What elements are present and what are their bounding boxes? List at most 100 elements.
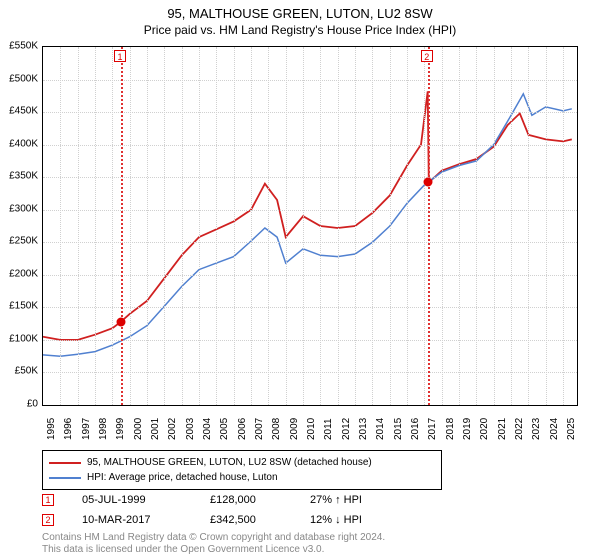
x-axis-tick-label: 2010	[306, 418, 317, 440]
y-axis-tick-label: £500K	[2, 73, 38, 84]
x-axis-tick-label: 1997	[81, 418, 92, 440]
event-line	[121, 47, 123, 405]
x-axis-tick-label: 2018	[445, 418, 456, 440]
gridline-vertical	[60, 47, 61, 405]
sale-row: 105-JUL-1999£128,00027% ↑ HPI	[42, 490, 410, 510]
gridline-vertical	[390, 47, 391, 405]
sale-price: £342,500	[210, 514, 310, 526]
x-axis-tick-label: 2020	[479, 418, 490, 440]
legend-box: 95, MALTHOUSE GREEN, LUTON, LU2 8SW (det…	[42, 450, 442, 490]
gridline-horizontal	[43, 242, 577, 243]
sale-marker-dot	[423, 178, 432, 187]
gridline-horizontal	[43, 210, 577, 211]
chart-plot-area	[42, 46, 578, 406]
legend-item: HPI: Average price, detached house, Luto…	[49, 470, 435, 485]
gridline-horizontal	[43, 340, 577, 341]
gridline-horizontal	[43, 307, 577, 308]
gridline-vertical	[147, 47, 148, 405]
gridline-horizontal	[43, 275, 577, 276]
gridline-vertical	[563, 47, 564, 405]
gridline-vertical	[442, 47, 443, 405]
event-marker-box: 2	[421, 50, 433, 62]
x-axis-tick-label: 2017	[427, 418, 438, 440]
x-axis-tick-label: 2002	[167, 418, 178, 440]
x-axis-tick-label: 2000	[133, 418, 144, 440]
gridline-vertical	[164, 47, 165, 405]
gridline-vertical	[234, 47, 235, 405]
chart-lines	[43, 47, 577, 405]
y-axis-tick-label: £300K	[2, 203, 38, 214]
gridline-vertical	[476, 47, 477, 405]
gridline-vertical	[528, 47, 529, 405]
x-axis-tick-label: 2022	[514, 418, 525, 440]
y-axis-tick-label: £350K	[2, 171, 38, 182]
x-axis-tick-label: 1996	[63, 418, 74, 440]
gridline-horizontal	[43, 177, 577, 178]
y-axis-tick-label: £400K	[2, 138, 38, 149]
x-axis-tick-label: 2004	[202, 418, 213, 440]
x-axis-tick-label: 1999	[115, 418, 126, 440]
x-axis-tick-label: 2014	[375, 418, 386, 440]
x-axis-tick-label: 1995	[46, 418, 57, 440]
x-axis-tick-label: 2025	[566, 418, 577, 440]
sale-marker-dot	[117, 317, 126, 326]
x-axis-tick-label: 2021	[497, 418, 508, 440]
legend-label: HPI: Average price, detached house, Luto…	[87, 470, 278, 485]
x-axis-tick-label: 2009	[289, 418, 300, 440]
gridline-vertical	[216, 47, 217, 405]
legend-swatch	[49, 462, 81, 464]
gridline-vertical	[95, 47, 96, 405]
gridline-vertical	[320, 47, 321, 405]
footnote: Contains HM Land Registry data © Crown c…	[42, 532, 385, 556]
y-axis-tick-label: £550K	[2, 41, 38, 52]
gridline-horizontal	[43, 145, 577, 146]
event-line	[428, 47, 430, 405]
x-axis-tick-label: 1998	[98, 418, 109, 440]
x-axis-tick-label: 2003	[185, 418, 196, 440]
y-axis-tick-label: £150K	[2, 301, 38, 312]
x-axis-tick-label: 2012	[341, 418, 352, 440]
footnote-line: Contains HM Land Registry data © Crown c…	[42, 532, 385, 544]
x-axis-tick-label: 2016	[410, 418, 421, 440]
gridline-vertical	[286, 47, 287, 405]
x-axis-tick-label: 2008	[271, 418, 282, 440]
gridline-vertical	[355, 47, 356, 405]
y-axis-tick-label: £200K	[2, 268, 38, 279]
gridline-vertical	[130, 47, 131, 405]
y-axis-tick-label: £50K	[2, 366, 38, 377]
legend-item: 95, MALTHOUSE GREEN, LUTON, LU2 8SW (det…	[49, 455, 435, 470]
x-axis-tick-label: 2024	[549, 418, 560, 440]
gridline-vertical	[338, 47, 339, 405]
gridline-vertical	[268, 47, 269, 405]
legend-swatch	[49, 477, 81, 479]
sale-row-marker: 2	[42, 514, 54, 526]
x-axis-tick-label: 2023	[531, 418, 542, 440]
gridline-vertical	[78, 47, 79, 405]
gridline-vertical	[303, 47, 304, 405]
y-axis-tick-label: £0	[2, 399, 38, 410]
x-axis-tick-label: 2001	[150, 418, 161, 440]
legend-label: 95, MALTHOUSE GREEN, LUTON, LU2 8SW (det…	[87, 455, 372, 470]
gridline-vertical	[511, 47, 512, 405]
x-axis-tick-label: 2007	[254, 418, 265, 440]
sale-delta: 12% ↓ HPI	[310, 514, 410, 526]
gridline-horizontal	[43, 112, 577, 113]
sale-date: 05-JUL-1999	[82, 494, 210, 506]
gridline-vertical	[424, 47, 425, 405]
x-axis-tick-label: 2019	[462, 418, 473, 440]
gridline-horizontal	[43, 80, 577, 81]
gridline-vertical	[407, 47, 408, 405]
x-axis-tick-label: 2006	[237, 418, 248, 440]
y-axis-tick-label: £450K	[2, 106, 38, 117]
y-axis-tick-label: £100K	[2, 333, 38, 344]
sales-table: 105-JUL-1999£128,00027% ↑ HPI210-MAR-201…	[42, 490, 410, 530]
chart-subtitle: Price paid vs. HM Land Registry's House …	[0, 21, 600, 37]
gridline-vertical	[199, 47, 200, 405]
gridline-vertical	[182, 47, 183, 405]
sale-row: 210-MAR-2017£342,50012% ↓ HPI	[42, 510, 410, 530]
gridline-vertical	[372, 47, 373, 405]
event-marker-box: 1	[114, 50, 126, 62]
footnote-line: This data is licensed under the Open Gov…	[42, 544, 385, 556]
gridline-horizontal	[43, 372, 577, 373]
gridline-vertical	[112, 47, 113, 405]
